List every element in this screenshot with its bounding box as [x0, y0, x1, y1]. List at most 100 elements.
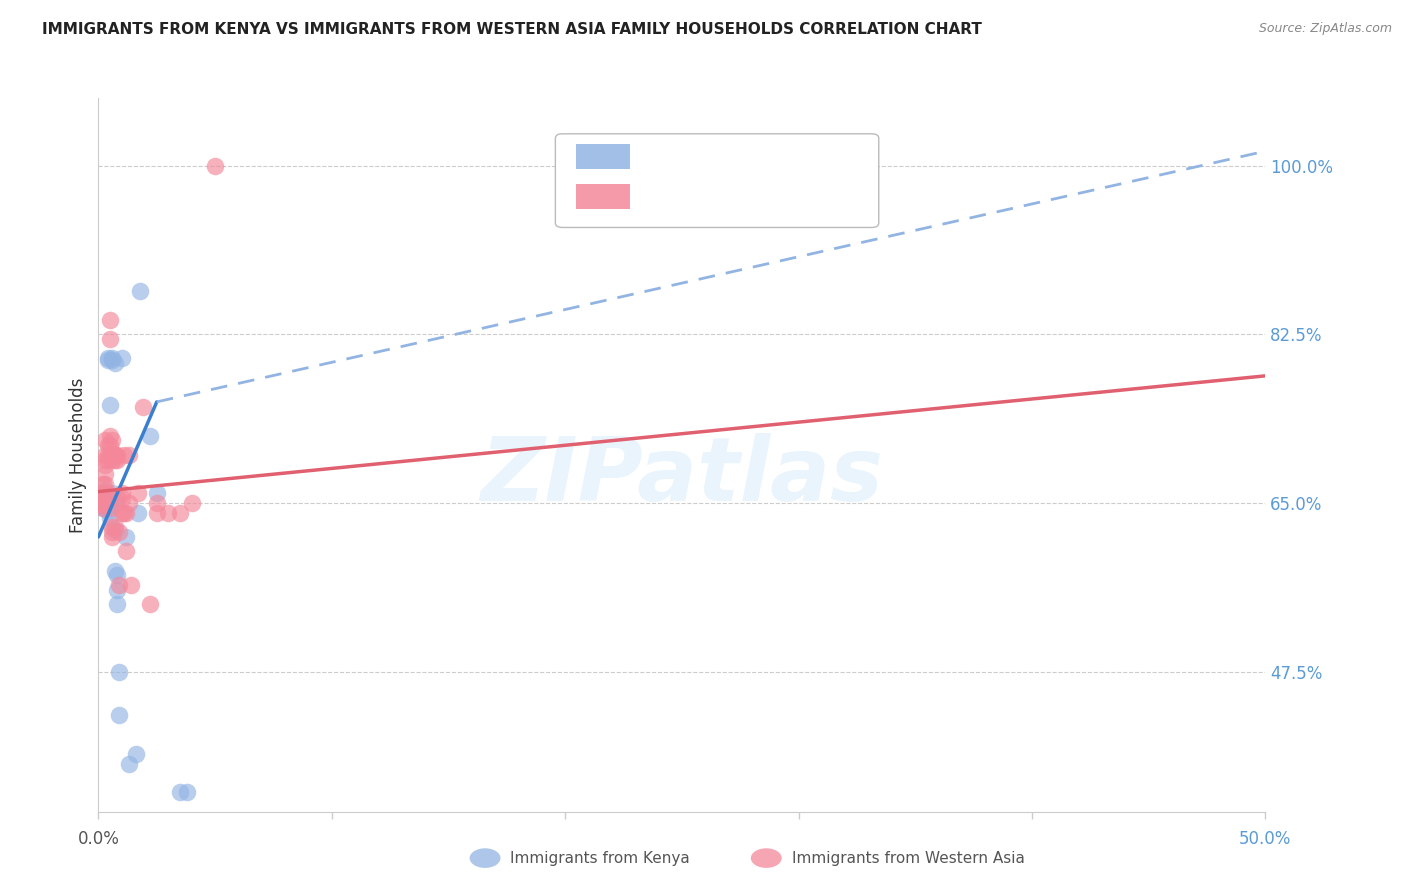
- Point: [101, 520, 124, 534]
- Point: [104, 564, 127, 578]
- Point: [132, 400, 155, 414]
- Point: [91, 488, 114, 502]
- Point: [98, 428, 121, 442]
- Point: [169, 506, 191, 520]
- Point: [91, 498, 114, 512]
- Point: [98, 332, 121, 346]
- Point: [176, 785, 198, 799]
- Point: [97, 448, 120, 462]
- Point: [108, 524, 131, 539]
- Point: [91, 476, 114, 491]
- Point: [97, 353, 120, 368]
- Point: [127, 486, 149, 500]
- Point: [94, 452, 117, 467]
- Point: [90, 498, 112, 512]
- Text: IMMIGRANTS FROM KENYA VS IMMIGRANTS FROM WESTERN ASIA FAMILY HOUSEHOLDS CORRELAT: IMMIGRANTS FROM KENYA VS IMMIGRANTS FROM…: [42, 22, 981, 37]
- Point: [115, 530, 138, 544]
- Point: [101, 452, 124, 467]
- Point: [180, 496, 202, 510]
- Point: [112, 506, 135, 520]
- Point: [118, 448, 141, 462]
- Point: [139, 598, 162, 612]
- Point: [90, 488, 112, 502]
- Point: [101, 448, 124, 462]
- Point: [111, 491, 134, 506]
- Point: [127, 506, 149, 520]
- Point: [105, 598, 128, 612]
- Text: N =: N =: [749, 187, 801, 205]
- Point: [90, 496, 112, 510]
- Text: Immigrants from Kenya: Immigrants from Kenya: [510, 851, 690, 865]
- Y-axis label: Family Households: Family Households: [69, 377, 87, 533]
- Point: [115, 544, 138, 558]
- Point: [91, 486, 114, 500]
- Point: [104, 520, 127, 534]
- Point: [94, 467, 117, 482]
- Point: [105, 491, 128, 506]
- Point: [97, 486, 120, 500]
- Point: [91, 486, 114, 500]
- Point: [98, 496, 121, 510]
- Point: [101, 353, 124, 368]
- Text: 0.365: 0.365: [689, 147, 741, 165]
- Point: [94, 458, 117, 472]
- Point: [97, 438, 120, 452]
- Point: [139, 428, 162, 442]
- Point: [101, 351, 124, 366]
- Point: [97, 504, 120, 518]
- Point: [104, 356, 127, 370]
- Point: [146, 496, 169, 510]
- Point: [101, 530, 124, 544]
- Point: [105, 568, 128, 582]
- Point: [91, 491, 114, 506]
- Point: [101, 434, 124, 448]
- Point: [97, 452, 120, 467]
- Point: [111, 486, 134, 500]
- Point: [105, 452, 128, 467]
- Point: [115, 506, 138, 520]
- Point: [111, 506, 134, 520]
- Text: R =: R =: [647, 147, 686, 165]
- Text: 0.0%: 0.0%: [77, 830, 120, 847]
- Point: [94, 488, 117, 502]
- Point: [104, 452, 127, 467]
- Point: [94, 476, 117, 491]
- Point: [90, 491, 112, 506]
- Point: [108, 578, 131, 592]
- Point: [111, 351, 134, 366]
- Point: [108, 708, 131, 723]
- Text: 0.318: 0.318: [689, 187, 740, 205]
- Text: Immigrants from Western Asia: Immigrants from Western Asia: [792, 851, 1025, 865]
- Point: [118, 756, 141, 771]
- Point: [97, 351, 120, 366]
- Point: [105, 448, 128, 462]
- Point: [104, 448, 127, 462]
- Point: [94, 483, 117, 498]
- Point: [104, 496, 127, 510]
- Point: [104, 523, 127, 537]
- Text: 59: 59: [801, 187, 824, 205]
- Point: [125, 747, 148, 761]
- Point: [94, 448, 117, 462]
- Point: [112, 448, 135, 462]
- Point: [104, 448, 127, 462]
- Point: [204, 159, 226, 173]
- Point: [169, 785, 191, 799]
- Point: [146, 506, 169, 520]
- Point: [90, 498, 112, 512]
- Point: [108, 665, 131, 679]
- Point: [91, 500, 114, 515]
- Point: [120, 578, 142, 592]
- Point: [105, 582, 128, 597]
- Point: [98, 510, 121, 524]
- Text: Source: ZipAtlas.com: Source: ZipAtlas.com: [1258, 22, 1392, 36]
- Point: [157, 506, 180, 520]
- Text: N =: N =: [749, 147, 801, 165]
- Text: R =: R =: [647, 187, 686, 205]
- Point: [94, 500, 117, 515]
- Point: [91, 496, 114, 510]
- Text: 39: 39: [801, 147, 824, 165]
- Point: [98, 313, 121, 327]
- Point: [98, 438, 121, 452]
- Point: [118, 496, 141, 510]
